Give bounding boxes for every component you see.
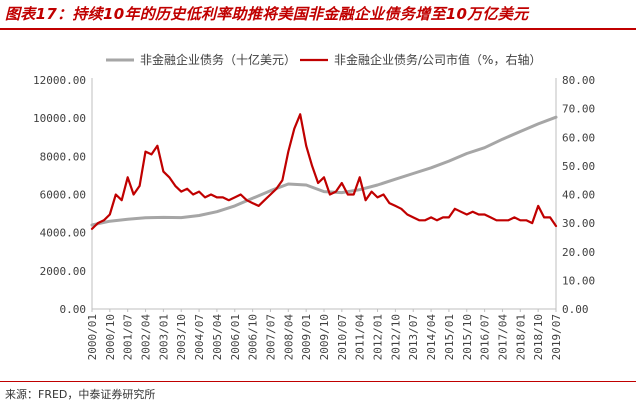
right-y-tick-label: 10.00: [562, 274, 595, 287]
left-y-tick-label: 12000.00: [33, 74, 86, 87]
x-tick-label: 2018/10: [532, 314, 545, 360]
x-tick-label: 2010/07: [336, 314, 349, 360]
x-tick-label: 2012/10: [389, 314, 402, 360]
x-tick-label: 2003/01: [157, 314, 170, 360]
right-y-tick-label: 50.00: [562, 160, 595, 173]
left-y-tick-label: 8000.00: [40, 150, 86, 163]
right-y-tick-label: 30.00: [562, 217, 595, 230]
x-tick-label: 2011/04: [354, 314, 367, 361]
legend-debt-label: 非金融企业债务（十亿美元）: [140, 52, 296, 67]
x-tick-label: 2006/01: [229, 314, 242, 360]
legend-ratio-label: 非金融企业债务/公司市值（%，右轴）: [334, 52, 541, 67]
source-note: 来源：FRED，中泰证券研究所: [5, 388, 156, 401]
ratio-series-line: [90, 113, 558, 230]
left-y-tick-label: 4000.00: [40, 227, 86, 240]
x-tick-label: 2013/07: [407, 314, 420, 360]
x-tick-label: 2002/04: [140, 314, 153, 361]
x-tick-label: 2008/04: [282, 314, 295, 361]
source-divider: [0, 381, 636, 382]
chart-title: 图表17：持续10年的历史低利率助推将美国非金融企业债务增至10万亿美元: [5, 5, 529, 23]
right-y-tick-label: 70.00: [562, 103, 595, 116]
x-tick-label: 2019/07: [550, 314, 563, 360]
x-tick-label: 2004/07: [193, 314, 206, 360]
right-y-tick-label: 40.00: [562, 189, 595, 202]
x-tick-label: 2003/10: [175, 314, 188, 360]
title-underline: [0, 28, 636, 30]
x-tick-label: 2015/10: [461, 314, 474, 360]
left-y-tick-label: 2000.00: [40, 265, 86, 278]
debt-chart: 0.00 2000.00 4000.00 6000.00 8000.00 10000.00…: [33, 52, 595, 361]
right-y-tick-label: 0.00: [562, 303, 589, 316]
x-tick-label: 2009/01: [300, 314, 313, 360]
title-bar: 图表17：持续10年的历史低利率助推将美国非金融企业债务增至10万亿美元: [0, 0, 641, 26]
x-tick-label: 2009/10: [318, 314, 331, 360]
x-tick-label: 2007/07: [264, 314, 277, 360]
left-y-tick-label: 6000.00: [40, 189, 86, 202]
left-y-tick-label: 0.00: [60, 303, 87, 316]
x-tick-label: 2012/01: [372, 314, 385, 360]
x-tick-label: 2000/01: [86, 314, 99, 360]
x-tick-label: 2018/01: [514, 314, 527, 360]
x-tick-label: 2006/10: [247, 314, 260, 360]
x-tick-label: 2001/07: [122, 314, 135, 360]
x-tick-label: 2016/07: [479, 314, 492, 360]
right-y-tick-label: 60.00: [562, 131, 595, 144]
x-tick-label: 2017/04: [496, 314, 509, 361]
x-tick-label: 2014/04: [425, 314, 438, 361]
x-tick-label: 2015/01: [443, 314, 456, 360]
x-tick-label: 2005/04: [211, 314, 224, 361]
debt-series-line: [90, 115, 558, 227]
right-y-tick-label: 20.00: [562, 246, 595, 259]
x-tick-label: 2000/10: [104, 314, 117, 360]
left-y-tick-label: 10000.00: [33, 112, 86, 125]
right-y-tick-label: 80.00: [562, 74, 595, 87]
